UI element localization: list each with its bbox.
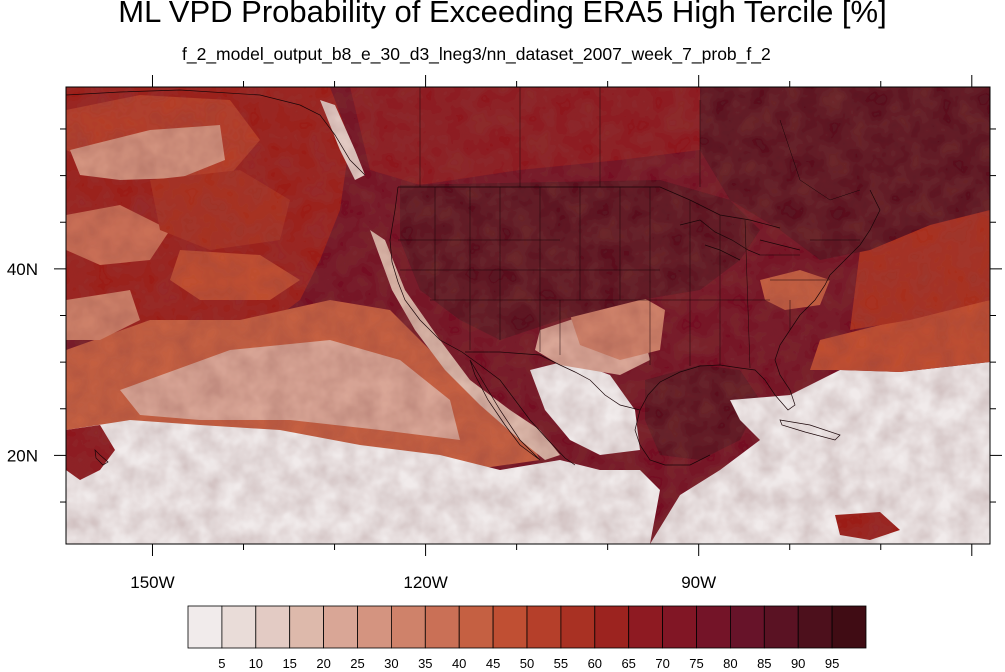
colorbar-swatch xyxy=(255,605,291,649)
colorbar-swatch xyxy=(526,605,562,649)
colorbar-swatch xyxy=(763,605,799,649)
lon-tick-label: 90W xyxy=(681,573,716,592)
page-title: ML VPD Probability of Exceeding ERA5 Hig… xyxy=(118,0,887,29)
colorbar-swatch xyxy=(662,605,697,649)
colorbar-label: 95 xyxy=(825,656,839,671)
colorbar-swatch xyxy=(594,605,630,649)
colorbar-label: 80 xyxy=(723,656,737,671)
us-mexico-border xyxy=(465,351,641,411)
longitude-ticks: 150W 120W 90W xyxy=(130,75,973,592)
colorbar-swatch xyxy=(289,605,325,649)
field-atlantic-subtropics xyxy=(650,362,990,544)
colorbar-label: 10 xyxy=(249,656,263,671)
field-caribbean-spots xyxy=(835,512,900,540)
colorbar-swatch xyxy=(560,605,596,649)
colorbar-swatch xyxy=(797,605,833,649)
cuba xyxy=(779,419,841,441)
colorbar-label: 30 xyxy=(384,656,398,671)
canada-provinces xyxy=(419,87,861,201)
us-west-coast xyxy=(389,186,576,466)
colorbar-label: 25 xyxy=(350,656,364,671)
lon-tick-label: 150W xyxy=(130,573,174,592)
baja-california xyxy=(469,359,541,461)
field-gulf xyxy=(645,365,760,460)
colorbar-label: 55 xyxy=(554,656,568,671)
field-pacific-patch-5 xyxy=(170,250,300,300)
colorbar-label: 5 xyxy=(218,656,225,671)
lat-tick-label: 40N xyxy=(7,260,38,279)
field-california-coast xyxy=(370,230,560,460)
field-hawaii xyxy=(66,425,115,480)
colorbar-swatch xyxy=(221,605,257,649)
colorbar-label: 60 xyxy=(588,656,602,671)
field-mexico-pale xyxy=(530,360,640,455)
colorbar-swatch xyxy=(696,605,731,649)
colorbar-swatch xyxy=(628,605,664,649)
colorbar-label: 70 xyxy=(655,656,669,671)
boundaries xyxy=(66,87,881,466)
probability-field xyxy=(66,87,990,544)
colorbar: 5 10 15 20 25 30 35 40 45 50 55 60 65 70 75 80 85 90 95 xyxy=(187,605,867,671)
field-northeast-dark xyxy=(700,87,990,260)
lat-tick-label: 20N xyxy=(7,446,38,465)
colorbar-label: 85 xyxy=(757,656,771,671)
colorbar-swatch xyxy=(492,605,528,649)
us-canada-border xyxy=(398,186,781,229)
latitude-ticks: 40N 20N xyxy=(7,128,1002,503)
field-pacific-patch-4 xyxy=(150,170,290,250)
page-subtitle: f_2_model_output_b8_e_30_d3_lneg3/nn_dat… xyxy=(182,44,771,64)
colorbar-swatch xyxy=(458,605,494,649)
colorbar-label: 65 xyxy=(621,656,635,671)
colorbar-label: 90 xyxy=(791,656,805,671)
alaska-coast xyxy=(66,89,366,176)
field-pacific-patch-2 xyxy=(70,125,225,180)
colorbar-swatch xyxy=(323,605,358,649)
field-subtropical-pacific-2 xyxy=(120,340,460,440)
colorbar-swatch xyxy=(390,605,426,649)
colorbar-label: 35 xyxy=(418,656,432,671)
colorbar-swatch xyxy=(187,605,223,649)
colorbar-label: 15 xyxy=(282,656,296,671)
colorbar-label: 20 xyxy=(316,656,330,671)
colorbar-label: 75 xyxy=(689,656,703,671)
field-canada-west xyxy=(350,87,700,185)
colorbar-swatch xyxy=(424,605,460,649)
colorbar-swatch xyxy=(730,605,765,649)
state-lines xyxy=(398,187,860,369)
field-atlantic-transition xyxy=(810,300,990,372)
field-north-coast-streak xyxy=(320,100,365,180)
field-pacific-patch-3 xyxy=(66,205,170,265)
colorbar-swatch xyxy=(357,605,392,649)
colorbar-label: 50 xyxy=(520,656,534,671)
colorbar-label: 40 xyxy=(452,656,466,671)
field-subtropical-pacific-3 xyxy=(66,290,140,340)
field-atlantic-mid xyxy=(850,210,990,330)
colorbar-swatch xyxy=(831,605,867,649)
field-tropical-pacific xyxy=(66,420,660,544)
lon-tick-label: 120W xyxy=(403,573,447,592)
colorbar-label: 45 xyxy=(486,656,500,671)
hawaii-islands xyxy=(94,449,109,466)
